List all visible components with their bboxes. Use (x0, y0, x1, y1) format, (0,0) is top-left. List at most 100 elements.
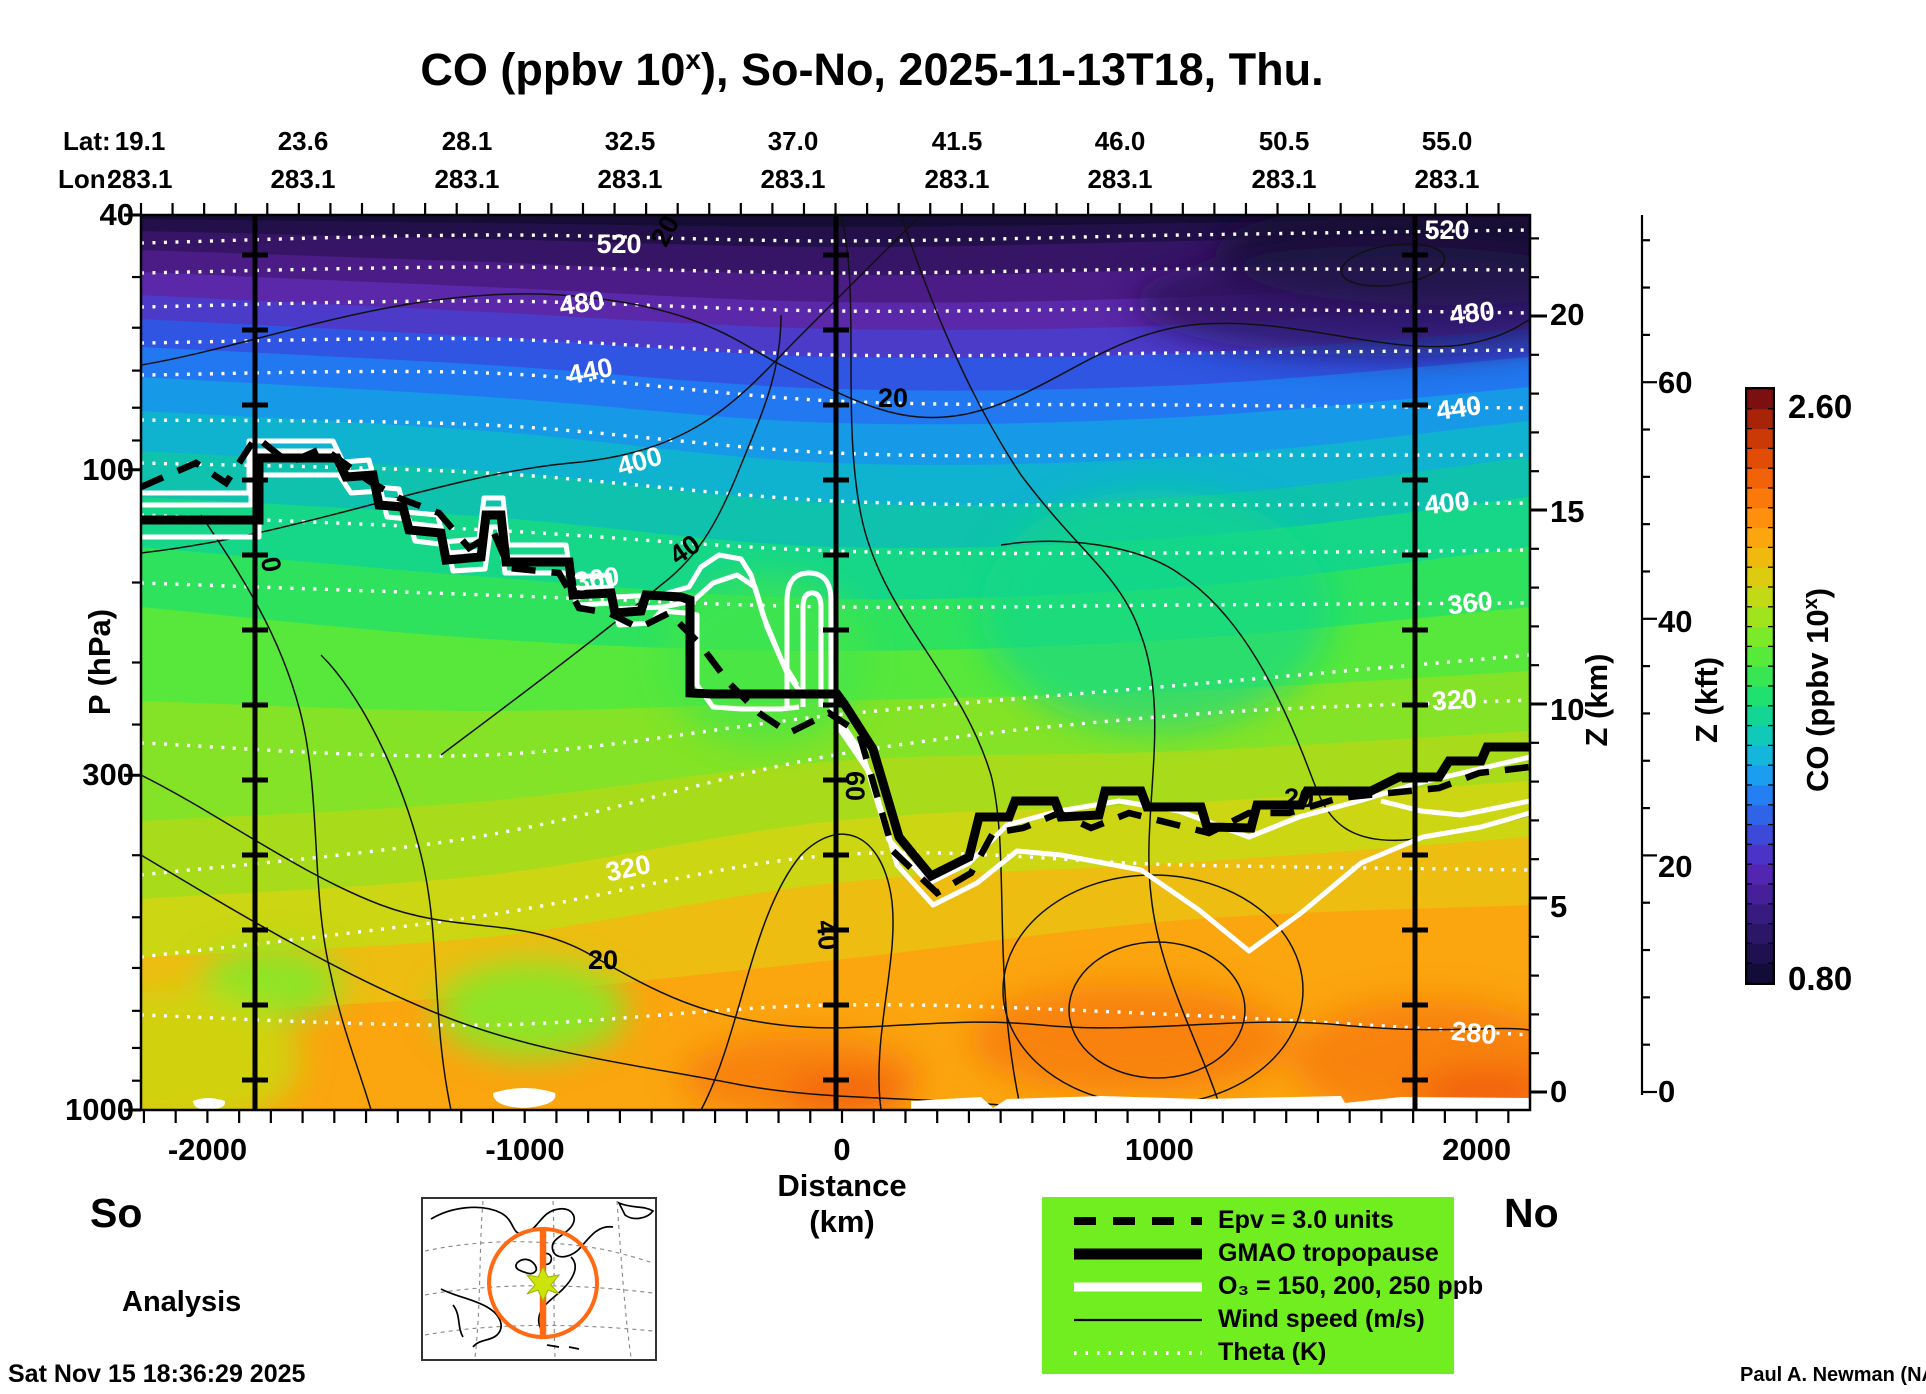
legend-sample-thick-white (1074, 1282, 1202, 1292)
colorbar-segment (1747, 567, 1773, 588)
lat-value: 41.5 (931, 126, 983, 156)
z-kft-tick-label: 60 (1658, 365, 1693, 400)
lon-value: 283.1 (270, 164, 336, 194)
colorbar-segment (1747, 666, 1773, 687)
wind-contour-label: 20 (878, 383, 908, 413)
legend-sample-dotted-white (1074, 1351, 1202, 1355)
colorbar-segment (1747, 765, 1773, 786)
pressure-tick-label: 300 (82, 757, 134, 792)
lat-value: 46.0 (1094, 126, 1146, 156)
cross-section-plot: 5204804404003603205204804404003603202802… (124, 203, 1657, 1123)
lat-value: 28.1 (441, 126, 493, 156)
legend-sample-thin-black (1074, 1318, 1202, 1322)
lat-value: 19.1 (114, 126, 166, 156)
lat-value: 32.5 (604, 126, 656, 156)
distance-tick-label: -1000 (485, 1132, 565, 1167)
colorbar-segment (1747, 884, 1773, 905)
pressure-tick-label: 1000 (65, 1092, 134, 1127)
legend-item-label: Theta (K) (1218, 1338, 1327, 1366)
z-km-tick-label: 10 (1550, 692, 1585, 727)
wind-contour-label: 20 (1284, 783, 1314, 813)
colorbar-label-text-2: ) (1800, 587, 1836, 599)
lon-value: 283.1 (1087, 164, 1153, 194)
wind-contour-label: 0 (255, 554, 287, 574)
pressure-tick-label: 40 (99, 197, 134, 232)
map-center-star-icon (525, 1265, 561, 1303)
analysis-label: Analysis (122, 1286, 242, 1318)
colorbar-segment (1747, 408, 1773, 430)
theta-contour-label: 520 (1424, 215, 1469, 245)
colorbar (1745, 387, 1775, 985)
theta-contour-label: 400 (1423, 486, 1471, 521)
colorbar-segment (1747, 785, 1773, 806)
wind-contours (141, 215, 1530, 1110)
colorbar-label-text: CO (ppbv 10 (1800, 609, 1836, 793)
surface-terrain (193, 1088, 1530, 1110)
lon-value: 283.1 (434, 164, 500, 194)
z-kft-tick-label: 20 (1658, 849, 1693, 884)
colorbar-segment (1747, 864, 1773, 885)
legend-item-label: Wind speed (m/s) (1218, 1305, 1425, 1333)
colorbar-segment (1747, 547, 1773, 568)
z-km-tick-label: 15 (1550, 494, 1585, 529)
theta-contour-label: 280 (1450, 1016, 1498, 1051)
title-text-2: ), So-No, 2025-11-13T18, Thu. (700, 44, 1324, 95)
wind-contour-label: 40 (811, 919, 844, 952)
lat-value: 50.5 (1258, 126, 1310, 156)
colorbar-segment (1747, 389, 1773, 410)
map-inset (421, 1197, 657, 1361)
legend-sample-dashed-black (1074, 1217, 1202, 1225)
colorbar-segment (1747, 824, 1773, 845)
colorbar-segment (1747, 705, 1773, 727)
theta-contour-label: 480 (557, 285, 606, 321)
colorbar-axis-label: CO (ppbv 10x) (1800, 588, 1836, 792)
timestamp: Sat Nov 15 18:36:29 2025 (8, 1360, 306, 1388)
lat-value: 55.0 (1421, 126, 1473, 156)
colorbar-segment (1747, 587, 1773, 608)
lon-value: 283.1 (107, 164, 173, 194)
title-superscript: x (685, 44, 701, 75)
lon-value: 283.1 (1251, 164, 1317, 194)
distance-tick-label: 2000 (1442, 1132, 1512, 1167)
colorbar-segment (1747, 903, 1773, 925)
colorbar-segment (1747, 943, 1773, 964)
colorbar-segment (1747, 527, 1773, 548)
map-coastlines (430, 1201, 655, 1350)
colorbar-max-label: 2.60 (1788, 388, 1853, 425)
colorbar-segment (1747, 963, 1773, 984)
page-title: CO (ppbv 10x), So-No, 2025-11-13T18, Thu… (0, 44, 1744, 96)
colorbar-segment (1747, 646, 1773, 667)
title-text: CO (ppbv 10 (420, 44, 686, 95)
legend-sample-thick-black (1074, 1248, 1202, 1260)
colorbar-segment (1747, 468, 1773, 489)
colorbar-segment (1747, 844, 1773, 865)
z-kft-tick-label: 0 (1658, 1074, 1676, 1109)
colorbar-segment (1747, 448, 1773, 469)
colorbar-segment (1747, 626, 1773, 647)
lon-row-label: Lon: (58, 164, 115, 194)
colorbar-segment (1747, 923, 1773, 944)
distance-tick-label: 0 (833, 1132, 851, 1167)
wind-contour-label: 20 (588, 945, 618, 975)
legend-item-label: Epv = 3.0 units (1218, 1206, 1394, 1234)
north-end-label: No (1504, 1190, 1559, 1236)
theta-contour-label: 360 (572, 561, 621, 597)
legend: Epv = 3.0 units GMAO tropopause O₃ = 150, … (1042, 1197, 1483, 1374)
colorbar-segment (1747, 488, 1773, 509)
lat-value: 37.0 (767, 126, 819, 156)
colorbar-segment (1747, 428, 1773, 449)
z-kft-tick-label: 40 (1658, 604, 1693, 639)
lon-value: 283.1 (597, 164, 663, 194)
lon-value: 283.1 (1414, 164, 1480, 194)
legend-item-label: O₃ = 150, 200, 250 ppb (1218, 1272, 1484, 1300)
z-km-tick-label: 5 (1550, 889, 1568, 924)
credit: Paul A. Newman (NASA (1740, 1364, 1926, 1386)
distance-tick-label: 1000 (1124, 1132, 1194, 1167)
pressure-tick-label: 100 (82, 452, 134, 487)
lat-row-label: Lat: (63, 126, 111, 156)
z-km-tick-label: 0 (1550, 1074, 1568, 1109)
pressure-axis-label: P (hPa) (82, 608, 117, 716)
epv-line (141, 432, 1530, 898)
